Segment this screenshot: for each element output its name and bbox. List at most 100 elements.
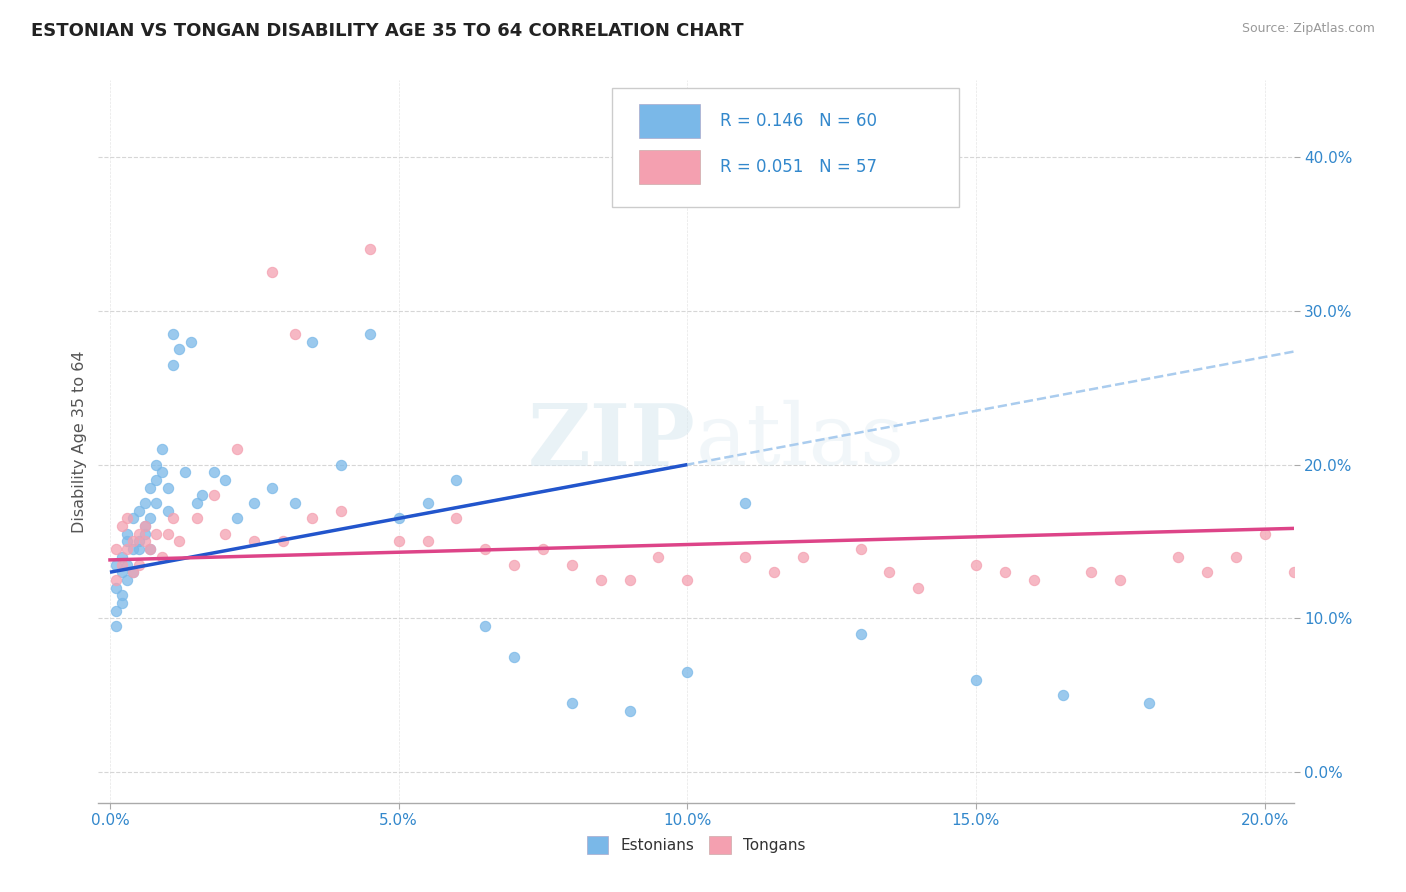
Point [145, 458, 167, 472]
Point [117, 573, 139, 587]
Point [110, 519, 132, 533]
Legend: Estonians, Tongans: Estonians, Tongans [581, 830, 811, 860]
Point [186, 511, 208, 525]
Point [134, 534, 156, 549]
Point [167, 534, 190, 549]
Point [122, 565, 145, 579]
Point [879, 565, 901, 579]
Point [271, 534, 294, 549]
Point [762, 565, 785, 579]
Point [619, 704, 641, 718]
Point [734, 496, 756, 510]
Point [180, 334, 202, 349]
Point [117, 542, 139, 557]
FancyBboxPatch shape [638, 104, 700, 138]
Point [792, 549, 814, 564]
Point [965, 558, 987, 572]
FancyBboxPatch shape [613, 87, 959, 207]
Point [174, 465, 197, 479]
Point [167, 343, 190, 357]
Point [150, 549, 173, 564]
Point [104, 542, 127, 557]
Point [226, 442, 249, 457]
Point [110, 558, 132, 572]
Point [156, 526, 179, 541]
Point [186, 496, 208, 510]
Point [260, 481, 283, 495]
Point [145, 526, 167, 541]
Point [388, 511, 411, 525]
Point [134, 526, 156, 541]
Text: R = 0.051   N = 57: R = 0.051 N = 57 [720, 158, 877, 176]
Point [150, 465, 173, 479]
Point [284, 326, 307, 341]
Point [104, 619, 127, 633]
Y-axis label: Disability Age 35 to 64: Disability Age 35 to 64 [72, 351, 87, 533]
Point [122, 565, 145, 579]
Point [139, 542, 162, 557]
Point [134, 496, 156, 510]
Point [260, 265, 283, 279]
Point [104, 581, 127, 595]
Point [162, 326, 184, 341]
Point [329, 458, 352, 472]
Point [226, 511, 249, 525]
Point [202, 488, 225, 502]
Point [474, 542, 496, 557]
Point [139, 511, 162, 525]
Point [1022, 573, 1045, 587]
Point [110, 565, 132, 579]
Point [301, 511, 323, 525]
Point [243, 534, 266, 549]
Point [994, 565, 1017, 579]
Point [1167, 549, 1189, 564]
Point [104, 604, 127, 618]
Point [561, 696, 583, 710]
Point [117, 526, 139, 541]
Point [110, 596, 132, 610]
Point [1225, 549, 1247, 564]
Point [589, 573, 612, 587]
Point [110, 588, 132, 602]
Point [359, 243, 381, 257]
Point [104, 558, 127, 572]
Point [104, 573, 127, 587]
Text: Source: ZipAtlas.com: Source: ZipAtlas.com [1241, 22, 1375, 36]
Point [117, 511, 139, 525]
Point [122, 534, 145, 549]
Point [474, 619, 496, 633]
Point [139, 481, 162, 495]
Point [145, 496, 167, 510]
Point [849, 542, 872, 557]
Point [134, 519, 156, 533]
Point [128, 542, 150, 557]
Point [1195, 565, 1218, 579]
Point [416, 534, 439, 549]
Point [150, 442, 173, 457]
Point [122, 511, 145, 525]
Point [162, 511, 184, 525]
Point [139, 542, 162, 557]
Text: ZIP: ZIP [529, 400, 696, 483]
Point [145, 473, 167, 487]
Point [162, 358, 184, 372]
Point [191, 488, 214, 502]
Point [156, 504, 179, 518]
Point [128, 504, 150, 518]
Point [128, 558, 150, 572]
Point [416, 496, 439, 510]
Point [1282, 565, 1305, 579]
FancyBboxPatch shape [638, 150, 700, 184]
Point [359, 326, 381, 341]
Point [446, 473, 468, 487]
Point [734, 549, 756, 564]
Point [531, 542, 554, 557]
Point [446, 511, 468, 525]
Point [128, 526, 150, 541]
Point [1137, 696, 1160, 710]
Point [128, 534, 150, 549]
Text: ESTONIAN VS TONGAN DISABILITY AGE 35 TO 64 CORRELATION CHART: ESTONIAN VS TONGAN DISABILITY AGE 35 TO … [31, 22, 744, 40]
Point [1080, 565, 1102, 579]
Point [849, 626, 872, 640]
Point [503, 558, 526, 572]
